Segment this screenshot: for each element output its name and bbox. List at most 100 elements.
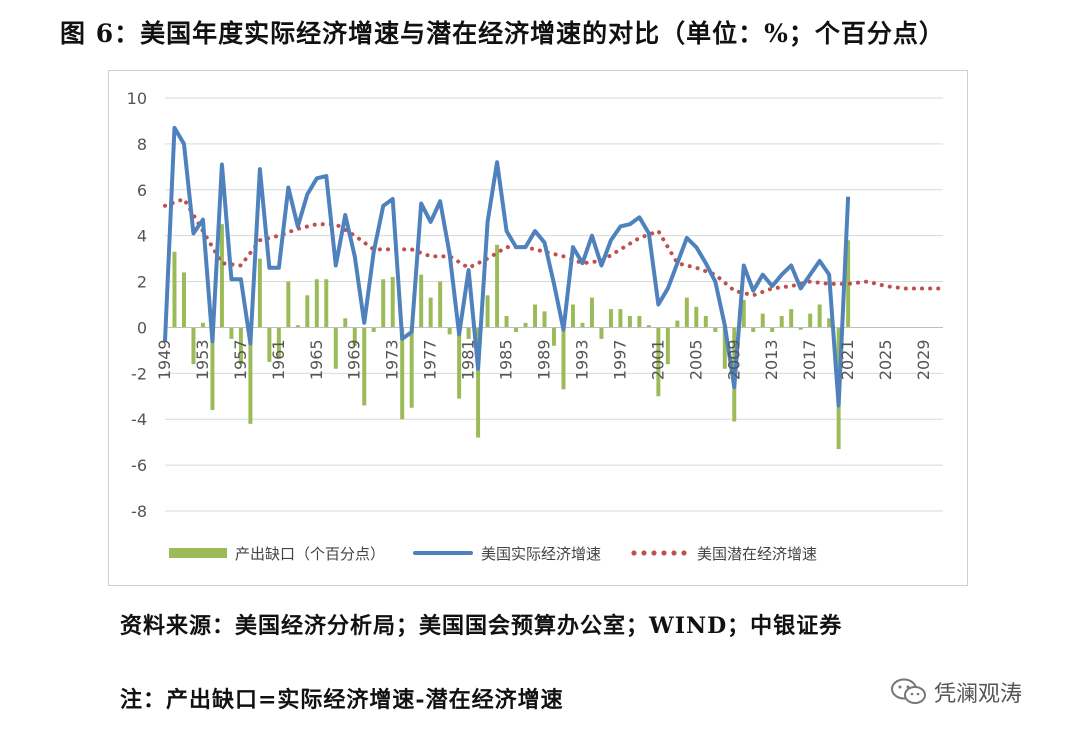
x-tick-label: 1997 [610,339,629,380]
x-tick-label: 2001 [648,339,667,380]
x-tick-label: 2021 [838,339,857,380]
y-tick-label: 6 [137,181,147,200]
y-tick-label: -4 [131,410,147,429]
gap-bar [789,309,794,328]
gap-bar [428,297,433,328]
gap-bar [751,327,756,333]
source-note: 资料来源：美国经济分析局；美国国会预算办公室；WIND；中银证券 [120,613,843,639]
legend-label-potential: 美国潜在经济增速 [697,544,818,563]
gap-bar [352,327,357,346]
gap-bar [722,327,727,369]
gap-bar [343,318,348,328]
gap-bar [229,327,234,339]
gap-bar [495,244,500,328]
chart-legend: 产出缺口（个百分点） 美国实际经济增速 美国潜在经济增速 [169,541,845,565]
gap-bar [694,306,699,328]
x-tick-label: 1993 [572,339,591,380]
x-tick-label: 1977 [421,339,440,380]
x-tick-label: 1953 [193,339,212,380]
y-tick-label: 10 [127,89,147,108]
gap-bar [703,315,708,328]
wechat-icon [891,678,926,704]
x-tick-label: 1961 [269,339,288,380]
y-tick-label: 0 [137,318,147,337]
gap-bar [618,309,623,328]
gap-bar [257,258,262,328]
x-tick-label: 1969 [345,339,364,380]
gap-bar [172,251,177,328]
gap-bar [381,279,386,328]
x-tick-label: 1989 [535,339,554,380]
gap-bar [665,327,670,365]
gap-bar [295,325,300,328]
gap-bar [457,327,462,399]
gap-bar [210,327,215,411]
gap-bar [827,318,832,328]
chart-frame: 10 8 6 4 2 0 -2 -4 -6 -8 1949 1953 1957 1961 1965 1969 1… [108,70,968,586]
legend-item-real: 美国实际经济增速 [413,543,601,564]
gap-bar [447,327,452,335]
y-tick-label: 4 [137,227,147,246]
gap-bar [760,313,765,328]
gap-bar [276,327,281,358]
gap-bar [675,320,680,328]
potential-growth-line [163,196,945,298]
gap-bar [219,224,224,328]
gap-bar [409,327,414,408]
legend-label-gap: 产出缺口（个百分点） [235,544,386,563]
gap-bar [646,325,651,328]
gap-bar [533,304,538,328]
real-growth-line [163,125,851,408]
legend-label-real: 美国实际经济增速 [481,544,602,563]
gap-bar [438,281,443,328]
watermark: 凭澜观涛 [890,676,1022,708]
gap-bar [333,327,338,369]
legend-swatch-potential [629,550,690,556]
watermark-text: 凭澜观涛 [934,682,1023,707]
gap-bar [656,327,661,397]
y-tick-label: -2 [131,364,147,383]
gap-bar [627,315,632,328]
x-tick-label: 1957 [231,339,250,380]
x-tick-label: 1985 [497,339,516,380]
x-tick-label: 2009 [724,339,743,380]
gap-bar [580,322,585,328]
gap-bar [637,315,642,328]
x-tick-label: 1973 [383,339,402,380]
legend-swatch-real [413,551,474,555]
legend-item-gap: 产出缺口（个百分点） [169,543,385,564]
x-tick-label: 2017 [800,339,819,380]
gap-bar [589,297,594,328]
x-tick-label: 2005 [686,339,705,380]
gap-bar [466,327,471,339]
y-tick-label: 8 [137,135,147,154]
gap-bar [371,327,376,333]
x-tick-label: 2025 [876,339,895,380]
chart-svg: 10 8 6 4 2 0 -2 -4 -6 -8 1949 1953 1957 1961 1965 1969 1… [127,89,945,521]
gap-bar [267,327,272,362]
gap-bar [286,281,291,328]
gap-bar [523,322,528,328]
x-tick-label: 1949 [155,339,174,380]
gap-bar [314,279,319,328]
gap-bar [570,304,575,328]
gap-bar [504,315,509,328]
gap-bar [238,327,243,365]
y-tick-label: -8 [131,502,147,521]
x-tick-label: 1981 [459,339,478,380]
x-tick-label: 2013 [762,339,781,380]
gap-bar [485,295,490,328]
gap-bar [200,322,205,328]
gap-bar [779,315,784,328]
gap-bar [608,309,613,328]
gap-bar [561,327,566,390]
legend-item-potential: 美国潜在经济增速 [629,543,817,564]
y-tick-label: -6 [131,456,147,475]
gap-bar [599,327,604,339]
gap-bar [770,327,775,333]
gap-bar [808,313,813,328]
x-tick-label: 2029 [914,339,933,380]
x-tick-label: 1965 [307,339,326,380]
gap-bar [741,299,746,328]
gap-bar [390,276,395,328]
